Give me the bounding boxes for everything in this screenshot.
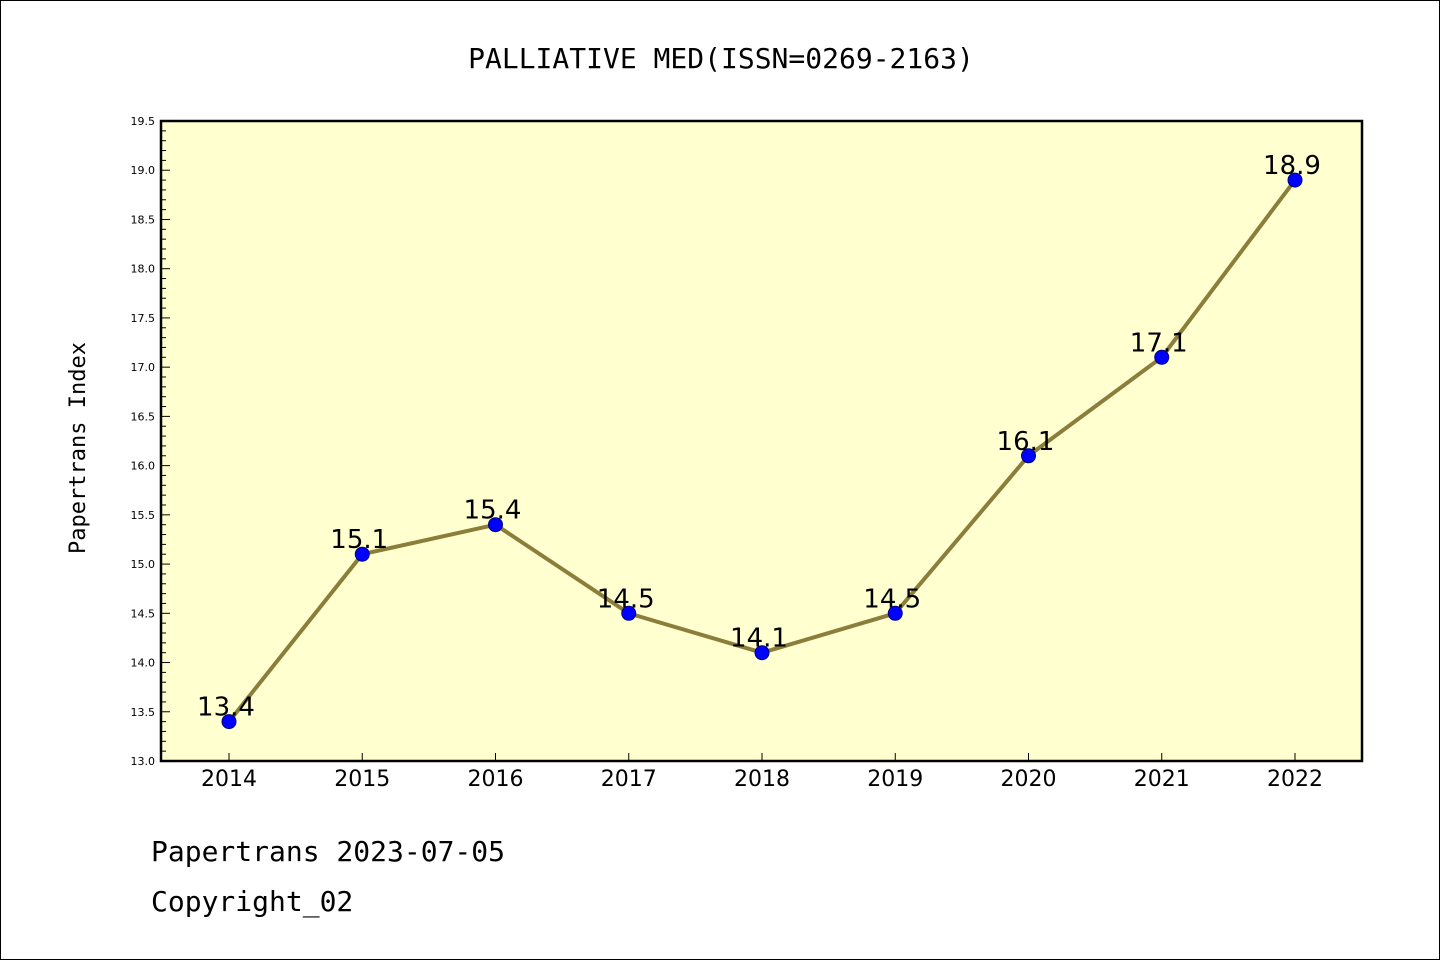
plot-border <box>159 119 1364 763</box>
y-tick-label: 16.0 <box>131 460 156 473</box>
y-tick-label: 15.0 <box>131 558 156 571</box>
footer-date: Papertrans 2023-07-05 <box>151 835 506 868</box>
y-tick-label: 16.5 <box>131 410 156 423</box>
data-point <box>754 645 770 661</box>
data-point <box>1154 349 1170 365</box>
y-tick-label: 15.5 <box>131 509 156 522</box>
x-tick-label: 2017 <box>601 767 657 792</box>
data-label: 15.4 <box>464 496 522 526</box>
plot-area <box>161 121 1362 761</box>
data-point <box>1021 448 1036 464</box>
data-label: 17.1 <box>1130 328 1188 358</box>
y-tick-label: 14.0 <box>131 657 156 670</box>
x-tick-label: 2019 <box>867 767 923 792</box>
data-point <box>1287 172 1303 188</box>
x-tick-label: 2021 <box>1134 767 1190 792</box>
x-tick-label: 2016 <box>468 767 524 792</box>
y-tick-label: 18.5 <box>131 213 156 226</box>
y-tick-label: 13.5 <box>131 706 156 719</box>
data-label: 16.1 <box>997 427 1055 457</box>
data-label: 13.4 <box>197 693 255 723</box>
x-tick-label: 2022 <box>1267 767 1323 792</box>
y-tick-label: 17.0 <box>131 361 156 374</box>
y-axis-label: Papertrans Index <box>66 342 91 554</box>
x-tick-label: 2015 <box>334 767 390 792</box>
x-axis-tick-labels: 2014 2015 2016 2017 2018 2019 2020 2021 2022 <box>201 767 1323 792</box>
data-markers <box>221 172 1303 730</box>
data-point <box>221 714 237 730</box>
y-tick-label: 19.5 <box>131 115 156 128</box>
data-point <box>354 546 370 562</box>
x-tick-label: 2018 <box>734 767 790 792</box>
data-point <box>621 605 637 621</box>
chart-title: PALLIATIVE MED(ISSN=0269-2163) <box>468 42 974 75</box>
y-tick-label: 18.0 <box>131 263 156 276</box>
data-point <box>488 517 503 533</box>
footer-copyright: Copyright_02 <box>151 885 354 918</box>
y-tick-label: 17.5 <box>131 312 156 325</box>
data-label: 18.9 <box>1263 151 1321 181</box>
x-tick-label: 2014 <box>201 767 257 792</box>
data-point <box>887 605 903 621</box>
data-label: 14.5 <box>863 584 921 614</box>
data-labels: 13.4 15.1 15.4 14.5 14.1 14.5 16.1 17.1 18.9 <box>197 151 1321 723</box>
y-axis-tick-labels: 13.0 13.5 14.0 14.5 15.0 15.5 16.0 16.5 17.0 17.5… <box>131 115 156 768</box>
y-tick-label: 19.0 <box>131 164 156 177</box>
y-tick-label: 14.5 <box>131 607 156 620</box>
y-tick-label: 13.0 <box>131 755 156 768</box>
data-label: 14.1 <box>730 624 788 654</box>
data-label: 15.1 <box>330 525 388 555</box>
data-label: 14.5 <box>597 584 655 614</box>
x-tick-label: 2020 <box>1001 767 1057 792</box>
